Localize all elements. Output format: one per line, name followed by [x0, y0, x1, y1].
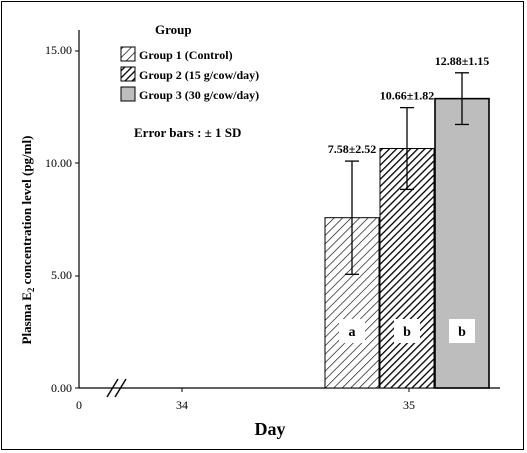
- y-tick-label: 5.00: [51, 268, 72, 282]
- x-axis-title: Day: [255, 419, 286, 439]
- axis-break-mark: [114, 378, 127, 398]
- y-tick-label: 10.00: [45, 156, 72, 170]
- legend-label-group-3: Group 3 (30 g/cow/day): [139, 88, 259, 102]
- bar-group-3: [434, 97, 490, 389]
- data-label-group-3: 12.88±1.15: [435, 54, 490, 68]
- legend-swatch-group-2: [120, 66, 136, 82]
- y-axis-title: Plasma E2 concentration level (pg/ml): [19, 136, 36, 345]
- significance-box: [449, 319, 475, 343]
- legend-swatch-group-3: [120, 86, 136, 102]
- error-bars-note: Error bars : ± 1 SD: [134, 125, 241, 140]
- y-axis-title-subscript: 2: [26, 287, 36, 292]
- legend-title: Group: [155, 22, 192, 37]
- significance-letter-group-3: b: [458, 325, 466, 340]
- x-tick-label: 35: [403, 398, 415, 412]
- data-label-group-1: 7.58±2.52: [328, 142, 377, 156]
- significance-box: [394, 319, 420, 343]
- bars-group: 7.58±2.52 a 10.66±1.82 b 12.88±1.15 b: [324, 54, 490, 389]
- significance-box: [339, 319, 365, 343]
- y-axis-title-rest: concentration level (pg/ml): [19, 136, 34, 288]
- axis-break-mark: [106, 378, 119, 398]
- y-tick-label: 15.00: [45, 43, 72, 57]
- legend-label-group-1: Group 1 (Control): [139, 48, 233, 62]
- x-tick-label: 34: [176, 398, 188, 412]
- significance-letter-group-2: b: [403, 325, 411, 340]
- data-label-group-2: 10.66±1.82: [380, 89, 435, 103]
- x-tick-label: 0: [76, 398, 82, 412]
- y-tick-label: 0.00: [51, 381, 72, 395]
- significance-letter-group-1: a: [349, 325, 356, 340]
- y-axis-title-main: Plasma E: [19, 292, 34, 344]
- legend-swatch-group-1: [120, 46, 136, 62]
- legend-label-group-2: Group 2 (15 g/cow/day): [139, 68, 259, 82]
